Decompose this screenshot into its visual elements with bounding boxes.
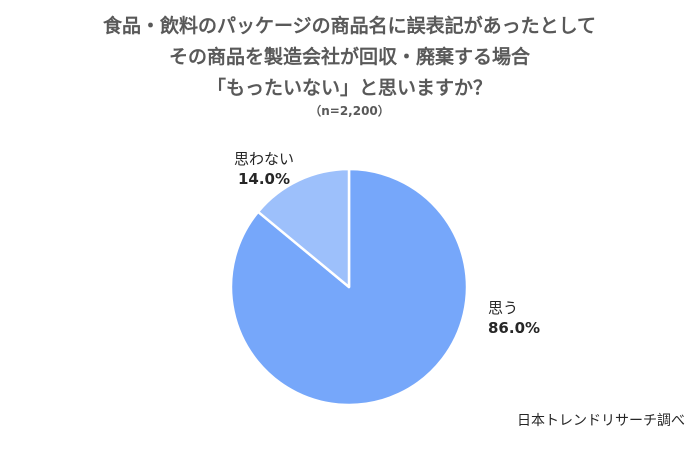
slice-label-omowanai-value: 14.0% xyxy=(237,170,291,188)
slice-label-omowanai: 思わない 14.0% xyxy=(228,149,300,189)
slice-label-omou-value: 86.0% xyxy=(488,319,541,337)
slice-label-omowanai-name: 思わない xyxy=(233,150,294,168)
slice-label-omou: 思う 86.0% xyxy=(488,298,548,338)
chart-title-line-3: 「もったいない」と思いますか？ xyxy=(206,77,492,99)
chart-subtitle: （n=2,200） xyxy=(309,104,390,118)
source-note: 日本トレンドリサーチ調べ xyxy=(517,413,685,429)
slice-label-omou-name: 思う xyxy=(488,299,519,317)
chart-title-line-1: 食品・飲料のパッケージの商品名に誤表記があったとして xyxy=(102,15,597,37)
pie-slice-omowanai xyxy=(256,167,351,289)
chart-title-line-2: その商品を製造会社が回収・廃棄する場合 xyxy=(168,46,530,68)
